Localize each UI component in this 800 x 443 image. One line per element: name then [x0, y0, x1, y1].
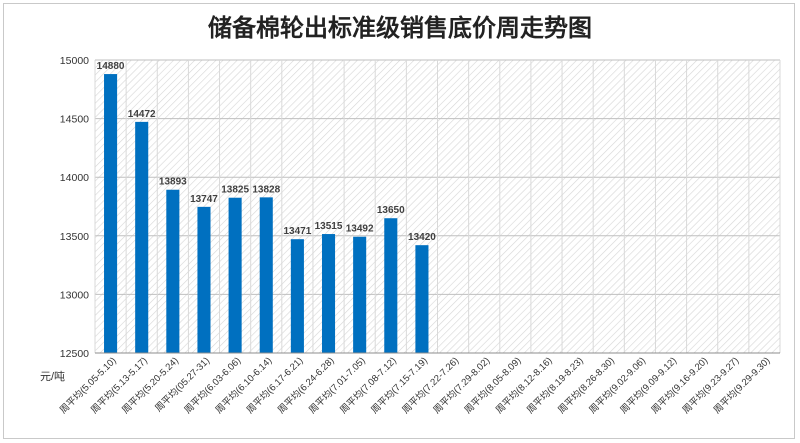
data-label: 13747 — [190, 194, 218, 205]
y-tick-label: 15000 — [60, 55, 89, 67]
x-tick-label: 周平均(5.05-5.10) — [57, 355, 119, 417]
data-label: 13492 — [346, 224, 374, 235]
data-label: 13471 — [283, 226, 311, 237]
x-tick-label: 周平均(6.10-6.14) — [213, 355, 275, 417]
bar — [384, 218, 398, 353]
x-tick-label: 周平均(7.22-7.26) — [400, 355, 462, 417]
x-tick-label: 周平均(9.16-9.20) — [649, 355, 711, 417]
x-tick-label: 周平均(8.12-8.16) — [493, 355, 555, 417]
x-tick-label: 周平均(8.05-8.09) — [462, 355, 524, 417]
x-tick-label: 周平均(6.24-6.28) — [275, 355, 337, 417]
x-tick-label: 周平均(7.15-7.19) — [369, 355, 431, 417]
x-tick-label: 周平均(9.23-9.27) — [680, 355, 742, 417]
bar — [228, 197, 242, 353]
chart-title: 储备棉轮出标准级销售底价周走势图 — [208, 14, 592, 42]
x-tick-label: 周平均(6.17-6.21) — [244, 355, 306, 417]
x-tick-label: 周平均(8.19-8.23) — [524, 355, 586, 417]
x-tick-label: 周平均(9.29-9.30) — [711, 355, 773, 417]
y-tick-label: 14500 — [60, 114, 89, 126]
data-label: 14880 — [97, 61, 125, 72]
data-label: 13828 — [252, 184, 280, 195]
bar — [166, 189, 180, 353]
x-tick-label: 周平均(5.20-5.24) — [119, 355, 181, 417]
data-label: 13825 — [221, 185, 249, 196]
x-tick-label: 周平均(05.27-31) — [152, 355, 212, 415]
data-label: 13420 — [408, 232, 436, 243]
x-tick-label: 周平均(7.01-7.05) — [306, 355, 368, 417]
bar — [104, 74, 118, 354]
y-tick-label: 13000 — [60, 289, 89, 301]
x-tick-label: 周平均(8.26-8.30) — [555, 355, 617, 417]
bar — [197, 206, 211, 353]
y-tick-label: 12500 — [60, 348, 89, 360]
data-label: 13515 — [315, 221, 343, 232]
y-axis-unit-label: 元/吨 — [40, 370, 65, 383]
bar — [135, 121, 149, 354]
x-tick-label: 周平均(7.08-7.12) — [337, 355, 399, 417]
x-tick-label: 周平均(7.29-8.02) — [431, 355, 493, 417]
data-label: 14472 — [128, 109, 156, 120]
x-tick-label: 周平均(5.13-5.17) — [88, 355, 150, 417]
data-label: 13893 — [159, 177, 187, 188]
y-tick-label: 13500 — [60, 231, 89, 243]
bar — [290, 239, 304, 353]
x-tick-label: 周平均(9.02-9.06) — [587, 355, 649, 417]
bar — [353, 236, 367, 353]
bar — [321, 234, 336, 353]
bar — [259, 197, 273, 353]
x-tick-label: 周平均(6.03-6.06) — [182, 355, 244, 417]
bar — [415, 245, 429, 353]
x-tick-label: 周平均(9.09-9.12) — [618, 355, 680, 417]
y-tick-label: 14000 — [60, 172, 89, 184]
data-label: 13650 — [377, 205, 405, 216]
plot-area: 12500 13000 13500 14000 14500 15000 14880 14472… — [57, 55, 781, 417]
